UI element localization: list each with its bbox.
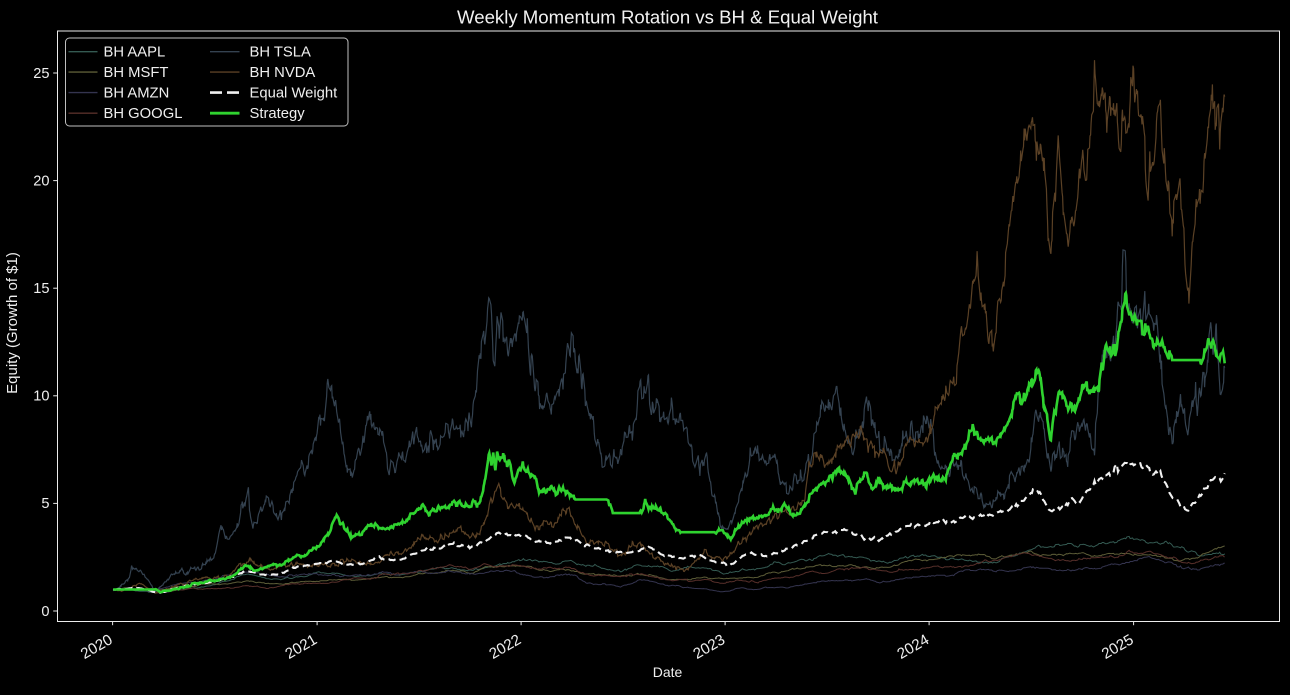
svg-text:Weekly Momentum Rotation vs BH: Weekly Momentum Rotation vs BH & Equal W…: [457, 7, 879, 28]
svg-text:Equity (Growth of $1): Equity (Growth of $1): [4, 252, 21, 394]
svg-text:BH MSFT: BH MSFT: [104, 65, 169, 81]
svg-text:BH AAPL: BH AAPL: [104, 45, 166, 61]
svg-text:20: 20: [33, 173, 49, 189]
svg-text:BH NVDA: BH NVDA: [250, 65, 316, 81]
svg-text:25: 25: [33, 66, 49, 82]
svg-text:BH GOOGL: BH GOOGL: [104, 106, 183, 122]
svg-text:15: 15: [33, 281, 49, 297]
svg-text:Equal Weight: Equal Weight: [250, 86, 338, 102]
svg-text:BH AMZN: BH AMZN: [104, 86, 170, 102]
svg-text:Strategy: Strategy: [250, 106, 306, 122]
svg-text:10: 10: [33, 389, 49, 405]
svg-text:Date: Date: [653, 664, 683, 680]
svg-text:5: 5: [41, 496, 49, 512]
svg-text:BH TSLA: BH TSLA: [250, 45, 312, 61]
svg-text:0: 0: [41, 604, 49, 620]
